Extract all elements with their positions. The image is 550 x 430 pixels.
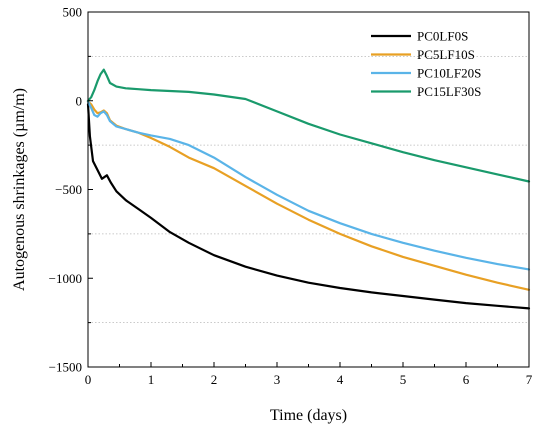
y-tick-label: 500 (63, 5, 83, 20)
legend: PC0LF0S PC5LF10S PC10LF20S PC15LF30S (371, 29, 481, 99)
series-line-pc15lf30s (86, 68, 531, 183)
y-tick-label: 0 (76, 93, 83, 108)
y-axis-label: Autogenous shrinkages (µm/m) (11, 88, 28, 291)
legend-label-pc0lf0s: PC0LF0S (417, 29, 468, 44)
x-tick-label: 6 (463, 372, 470, 387)
grid-lines (88, 55, 529, 324)
x-tick-label: 3 (274, 372, 281, 387)
x-tick-label: 1 (148, 372, 155, 387)
series-line-pc5lf10s (86, 100, 531, 291)
legend-label-pc15lf30s: PC15LF30S (417, 84, 481, 99)
x-tick-label: 4 (337, 372, 344, 387)
x-tick-label: 7 (526, 372, 533, 387)
y-tick-label: −1500 (49, 360, 82, 375)
x-tick-label: 2 (211, 372, 218, 387)
x-tick-label: 0 (85, 372, 92, 387)
legend-label-pc5lf10s: PC5LF10S (417, 47, 475, 62)
axis-ticks: 0 1 2 3 4 5 6 7 −1500 −1000 −500 0 500 (49, 5, 533, 388)
y-tick-label: −500 (55, 182, 82, 197)
series-line-pc0lf0s (86, 103, 531, 310)
y-tick-label: −1000 (49, 271, 82, 286)
legend-label-pc10lf20s: PC10LF20S (417, 66, 481, 81)
x-tick-label: 5 (400, 372, 407, 387)
series-lines (86, 68, 531, 310)
series-line-pc10lf20s (86, 100, 531, 271)
x-axis-label: Time (days) (270, 407, 347, 424)
